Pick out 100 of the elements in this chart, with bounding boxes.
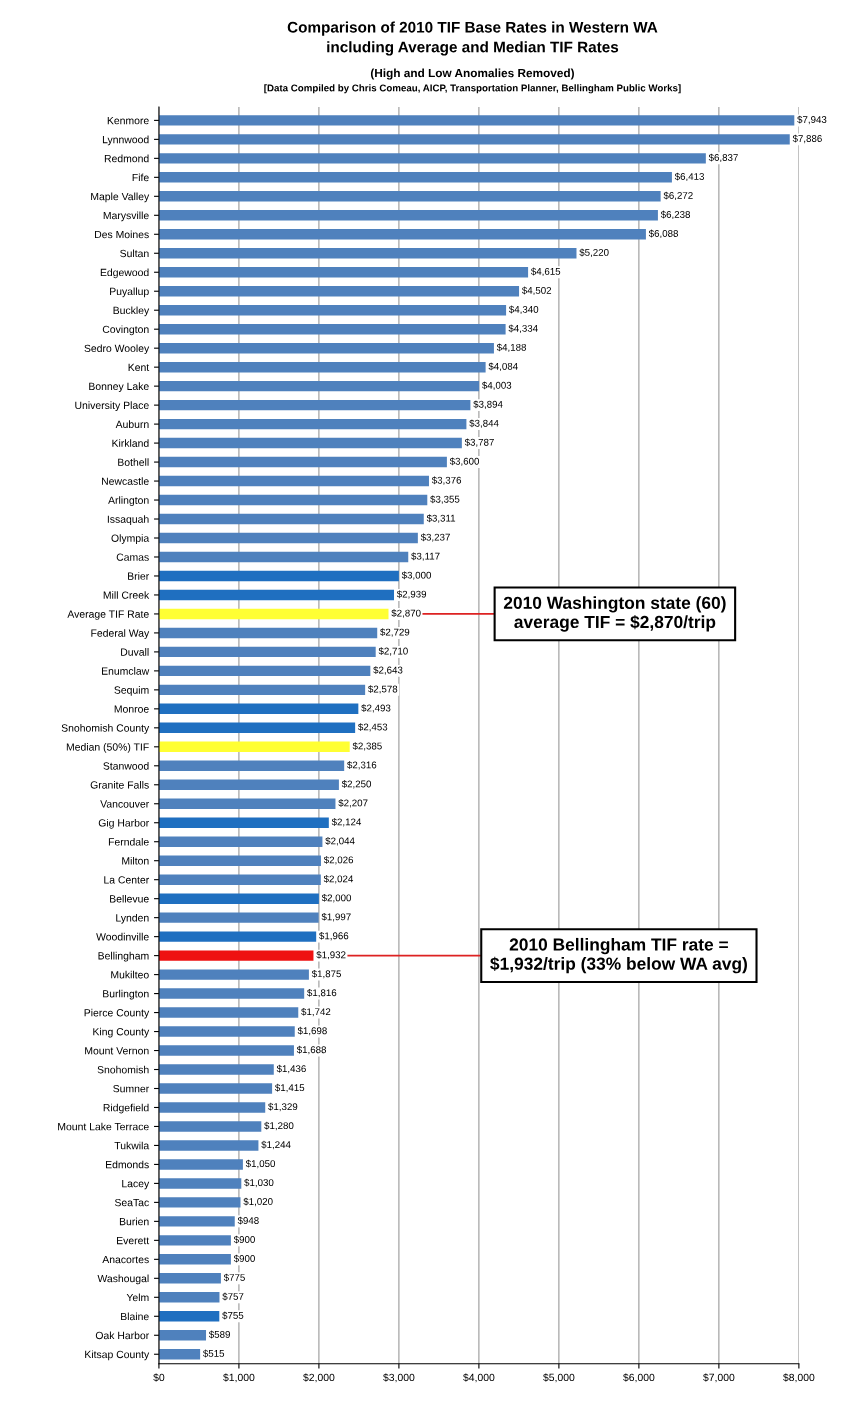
y-tick-label: Bellingham (98, 951, 149, 962)
data-label: $1,688 (296, 1045, 327, 1055)
data-label: $757 (222, 1292, 244, 1301)
bar (158, 229, 646, 240)
data-label: $2,870 (391, 609, 421, 618)
bar (158, 1140, 259, 1151)
y-tick-label: Kirkland (112, 439, 149, 447)
y-tick-label: Mount Vernon (85, 1047, 149, 1055)
bar (158, 1064, 274, 1075)
data-label: $4,084 (488, 362, 518, 371)
y-tick-label: Bothell (118, 458, 149, 466)
data-label: $7,943 (797, 115, 827, 125)
bar (158, 665, 371, 677)
bar (158, 115, 795, 126)
y-tick-label: Federal Way (91, 629, 150, 639)
data-label: $755 (222, 1311, 244, 1320)
y-tick-label: Lacey (122, 1180, 150, 1190)
bar (158, 153, 706, 164)
bar (158, 1349, 201, 1360)
data-label: $2,493 (361, 704, 391, 713)
y-tick-label: Granite Falls (90, 781, 149, 789)
y-tick-label: Pierce County (84, 1008, 150, 1019)
y-tick-label: Woodinville (96, 932, 149, 941)
y-tick-label: King County (93, 1027, 150, 1038)
y-tick-label: Mukilteo (111, 970, 149, 979)
data-label: $6,088 (648, 229, 679, 239)
bar (158, 893, 319, 904)
data-label: $2,385 (352, 742, 382, 751)
y-tick-label: Camas (116, 553, 149, 561)
y-tick-label: Yelm (126, 1293, 149, 1302)
y-tick-label: Burlington (103, 989, 149, 1000)
y-tick-label: Arlington (108, 496, 149, 506)
bar (158, 1102, 266, 1113)
bar (158, 722, 356, 734)
data-label: $2,453 (358, 723, 388, 732)
bar (158, 703, 359, 715)
y-tick-label: Marysville (103, 211, 149, 222)
y-tick-label: Maple Valley (91, 192, 150, 203)
y-tick-label: Stanwood (103, 762, 149, 770)
data-label: $6,837 (708, 153, 738, 163)
data-label: $1,932 (316, 950, 346, 960)
y-tick-label: Puyallup (110, 287, 149, 298)
data-label: $3,787 (464, 438, 494, 447)
data-label: $2,578 (368, 685, 398, 694)
data-label: $3,355 (430, 495, 460, 504)
data-label: $6,413 (674, 172, 705, 182)
data-label: $3,844 (469, 419, 499, 428)
bar (158, 380, 480, 392)
y-tick-label: Sultan (120, 249, 149, 258)
y-tick-label: Des Moines (95, 230, 149, 239)
x-tick-label: $6,000 (623, 1373, 655, 1383)
data-label: $2,939 (396, 590, 427, 599)
data-label: $5,220 (579, 248, 609, 258)
data-label: $1,997 (321, 912, 351, 922)
bar (158, 1026, 295, 1037)
bar (158, 172, 672, 183)
y-tick-label: Average TIF Rate (67, 610, 149, 620)
data-label: $3,117 (411, 552, 440, 561)
data-label: $3,237 (420, 533, 450, 542)
bar (158, 532, 418, 544)
data-label: $1,329 (268, 1102, 298, 1112)
y-tick-label: Enumclaw (102, 667, 150, 675)
bar (158, 874, 321, 885)
data-label: $3,000 (401, 571, 432, 580)
data-label: $4,502 (521, 286, 552, 295)
y-tick-label: Covington (102, 325, 149, 336)
y-tick-label: Sequim (114, 686, 149, 696)
data-label: $4,615 (530, 267, 561, 277)
bar (158, 627, 378, 639)
data-label: $1,966 (319, 931, 349, 941)
bar (158, 304, 507, 316)
bar (158, 1273, 221, 1284)
bar (158, 1197, 241, 1208)
bar (158, 399, 471, 411)
bar (158, 323, 506, 335)
y-tick-label: Mill Creek (103, 591, 150, 599)
data-label: $2,000 (321, 893, 352, 903)
data-label: $2,207 (338, 799, 368, 808)
bar (158, 1159, 243, 1170)
data-label: $1,415 (274, 1083, 305, 1093)
bar (158, 741, 350, 753)
data-label: $589 (208, 1330, 230, 1339)
y-tick-label: Kent (128, 363, 150, 372)
data-label: $2,643 (373, 666, 403, 675)
data-label: $4,003 (482, 381, 512, 390)
data-label: $1,020 (243, 1197, 273, 1207)
bar (158, 779, 339, 790)
bar (158, 817, 329, 828)
data-label: $2,124 (331, 818, 362, 827)
annotation: 2010 Washington state (60) average TIF = $2,870/trip (503, 596, 726, 632)
x-tick-label: $8,000 (783, 1373, 815, 1383)
data-label: $2,024 (323, 875, 354, 884)
bar (158, 1254, 231, 1265)
y-tick-label: Sedro Wooley (84, 344, 150, 355)
data-label: $515 (202, 1349, 225, 1358)
y-tick-label: Auburn (115, 420, 149, 428)
y-tick-label: Mount Lake Terrace (58, 1122, 149, 1131)
bar (158, 1007, 299, 1018)
data-label: $4,188 (496, 343, 527, 352)
data-label: $2,044 (325, 837, 355, 846)
